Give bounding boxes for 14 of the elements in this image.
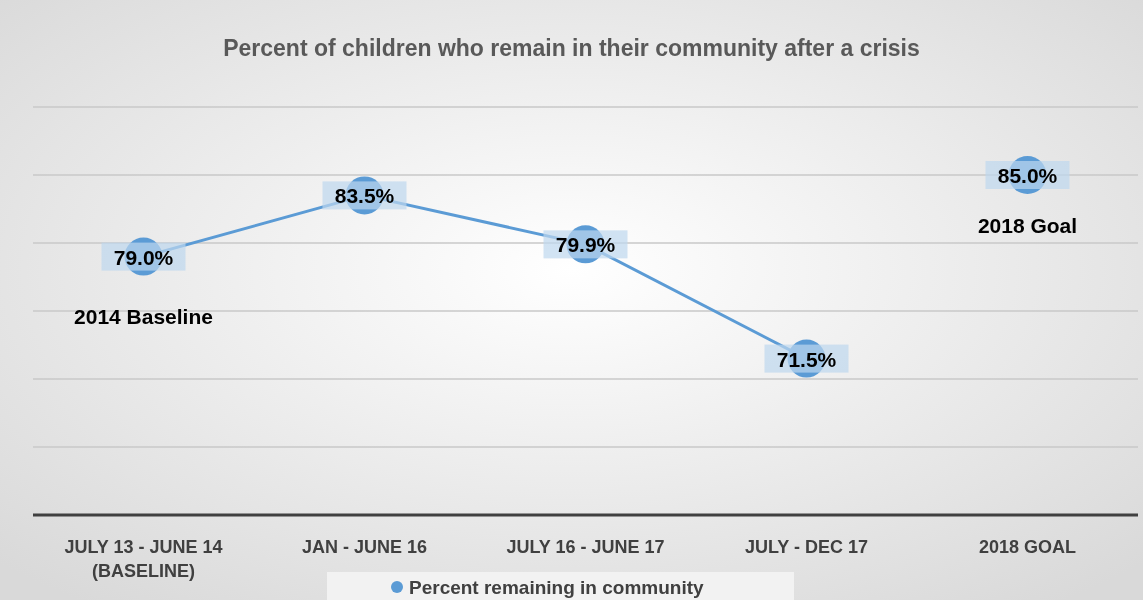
chart-title: Percent of children who remain in their community after a crisis <box>223 35 920 61</box>
x-tick-label: 2018 GOAL <box>978 537 1077 557</box>
x-tick-label: JULY - DEC 17 <box>744 537 869 557</box>
annotation: 2018 Goal <box>977 214 1078 237</box>
legend-label: Percent remaining in community <box>409 577 704 598</box>
data-label: 71.5% <box>776 347 837 371</box>
data-label: 83.5% <box>334 184 395 208</box>
x-tick-label: JAN - JUNE 16 <box>301 537 428 557</box>
data-label: 79.9% <box>555 233 616 257</box>
data-label: 79.0% <box>113 245 174 269</box>
x-tick-label: JULY 16 - JUNE 17 <box>506 537 665 557</box>
x-tick-label: JULY 13 - JUNE 14 (BASELINE) <box>64 537 223 581</box>
data-label: 85.0% <box>997 164 1058 187</box>
annotation: 2014 Baseline <box>74 304 213 328</box>
